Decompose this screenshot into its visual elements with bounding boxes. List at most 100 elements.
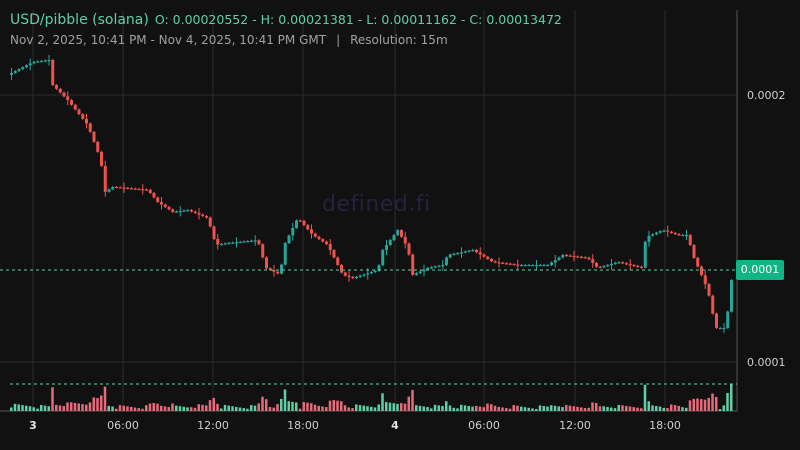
candle-body xyxy=(636,265,640,268)
volume-bar xyxy=(415,405,418,411)
candle-body xyxy=(130,188,133,190)
volume-bar xyxy=(696,398,699,411)
candle-body xyxy=(385,245,388,250)
volume-bar xyxy=(302,402,305,411)
candle-body xyxy=(370,272,373,274)
candle-body xyxy=(10,72,13,75)
volume-bar xyxy=(366,406,369,411)
volume-bar xyxy=(160,405,163,411)
volume-bar xyxy=(486,403,489,411)
volume-bar xyxy=(550,405,553,411)
volume-bar xyxy=(17,404,20,411)
candle-body xyxy=(178,210,182,213)
volume-bar xyxy=(276,404,279,411)
volume-bar xyxy=(418,405,422,411)
candle-body xyxy=(501,262,505,264)
volume-bar xyxy=(13,403,17,411)
volume-bar xyxy=(651,405,654,411)
volume-bar xyxy=(242,408,245,411)
candle-body xyxy=(658,231,662,233)
volume-bar xyxy=(175,405,178,411)
ohlc-values: O: 0.00020552 - H: 0.00021381 - L: 0.000… xyxy=(154,12,562,27)
candle-body xyxy=(531,264,535,267)
volume-bar xyxy=(613,408,617,411)
candle-body xyxy=(201,214,205,217)
candle-body xyxy=(715,313,718,328)
candle-body xyxy=(700,266,703,276)
volume-bar xyxy=(208,400,212,411)
candle-body xyxy=(576,256,580,258)
candle-body xyxy=(471,249,475,252)
candle-body xyxy=(295,220,298,228)
candle-body xyxy=(640,266,643,268)
candle-body xyxy=(118,187,122,189)
candle-body xyxy=(696,257,700,267)
volume-bar xyxy=(201,404,204,411)
volume-bar xyxy=(25,405,28,411)
volume-bar xyxy=(66,402,69,411)
volume-bar xyxy=(55,404,58,411)
candle-body xyxy=(21,67,25,70)
volume-bar xyxy=(306,402,309,411)
candle-body xyxy=(643,241,647,268)
candle-body xyxy=(418,271,422,274)
volume-bar xyxy=(171,403,174,411)
volume-bar xyxy=(565,405,568,411)
candle-body xyxy=(223,243,227,245)
volume-bar xyxy=(681,407,684,411)
volume-bar xyxy=(576,406,579,411)
candle-body xyxy=(456,253,460,255)
candle-body xyxy=(467,250,471,252)
volume-bar xyxy=(178,406,182,411)
volume-bar xyxy=(718,409,722,411)
candle-body xyxy=(358,275,362,277)
volume-bar xyxy=(385,402,388,411)
candle-body xyxy=(396,230,400,236)
candle-body xyxy=(298,220,302,222)
volume-bar xyxy=(122,405,125,411)
volume-bar xyxy=(520,406,523,411)
candle-body xyxy=(670,231,673,233)
volume-bar xyxy=(441,406,444,411)
volume-bar xyxy=(291,401,294,411)
volume-bar xyxy=(557,406,560,411)
volume-bar xyxy=(148,403,152,411)
volume-bar xyxy=(606,406,609,411)
candle-body xyxy=(730,280,733,312)
candle-body xyxy=(602,266,606,268)
candle-body xyxy=(272,270,276,272)
volume-bar xyxy=(572,406,575,411)
candle-body xyxy=(133,188,137,190)
candle-body xyxy=(81,114,85,119)
candle-body xyxy=(430,267,433,269)
volume-bar xyxy=(381,393,384,411)
x-tick-label: 18:00 xyxy=(287,419,319,432)
candle-body xyxy=(685,234,688,237)
volume-bar xyxy=(310,403,313,411)
candle-body xyxy=(328,244,332,250)
candle-body xyxy=(726,311,730,328)
candle-body xyxy=(253,240,257,242)
candle-body xyxy=(287,235,291,243)
volume-bar xyxy=(388,402,392,411)
volume-bar xyxy=(130,406,133,411)
candle-body xyxy=(186,210,190,212)
volume-bar xyxy=(456,408,459,411)
date-range: Nov 2, 2025, 10:41 PM - Nov 4, 2025, 10:… xyxy=(10,33,327,47)
candle-body xyxy=(407,243,411,255)
candle-body xyxy=(100,151,103,166)
volume-bar xyxy=(400,403,403,411)
volume-bar xyxy=(658,406,662,411)
candle-body xyxy=(595,262,598,267)
volume-bar xyxy=(212,397,215,411)
volume-bar xyxy=(137,408,140,411)
volume-bar xyxy=(280,398,283,411)
volume-bar xyxy=(325,407,328,411)
volume-bar xyxy=(643,384,647,411)
candle-body xyxy=(103,165,107,192)
candle-body xyxy=(283,242,287,265)
candle-body xyxy=(463,251,467,253)
volume-bar xyxy=(636,407,639,411)
candle-body xyxy=(107,189,111,192)
